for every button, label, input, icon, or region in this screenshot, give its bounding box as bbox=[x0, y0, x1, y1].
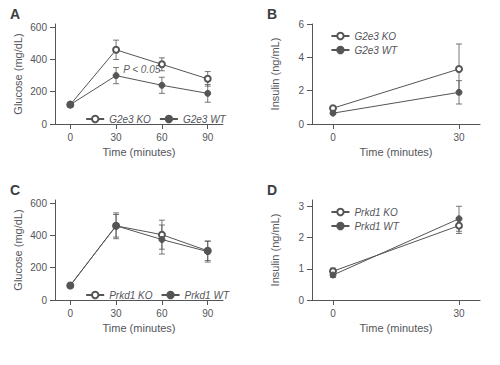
svg-text:Prkd1 KO: Prkd1 KO bbox=[109, 290, 153, 301]
svg-text:G2e3 WT: G2e3 WT bbox=[183, 114, 227, 125]
svg-text:Glucose (mg/dL): Glucose (mg/dL) bbox=[12, 33, 24, 114]
svg-text:90: 90 bbox=[202, 132, 214, 143]
svg-text:0: 0 bbox=[298, 295, 304, 306]
svg-text:0: 0 bbox=[298, 119, 304, 130]
svg-text:600: 600 bbox=[30, 22, 47, 33]
svg-text:600: 600 bbox=[30, 198, 47, 209]
svg-text:4: 4 bbox=[298, 52, 304, 63]
svg-text:B: B bbox=[267, 6, 277, 22]
svg-text:0: 0 bbox=[41, 119, 47, 130]
svg-text:Time (minutes): Time (minutes) bbox=[360, 146, 433, 158]
svg-text:30: 30 bbox=[111, 132, 123, 143]
svg-text:3: 3 bbox=[298, 201, 304, 212]
svg-text:G2e3 WT: G2e3 WT bbox=[354, 45, 398, 56]
svg-text:Prkd1 WT: Prkd1 WT bbox=[185, 290, 230, 301]
svg-text:60: 60 bbox=[156, 132, 168, 143]
svg-text:200: 200 bbox=[30, 86, 47, 97]
svg-text:200: 200 bbox=[30, 262, 47, 273]
svg-text:90: 90 bbox=[202, 308, 214, 319]
svg-text:Insulin (ng/mL): Insulin (ng/mL) bbox=[269, 38, 281, 111]
svg-text:P < 0.05: P < 0.05 bbox=[123, 64, 161, 75]
svg-text:2: 2 bbox=[298, 85, 304, 96]
svg-text:Time (minutes): Time (minutes) bbox=[360, 322, 433, 334]
svg-text:G2e3 KO: G2e3 KO bbox=[354, 31, 396, 42]
svg-text:30: 30 bbox=[111, 308, 123, 319]
svg-text:400: 400 bbox=[30, 230, 47, 241]
svg-text:0: 0 bbox=[67, 308, 73, 319]
svg-text:Insulin (ng/mL): Insulin (ng/mL) bbox=[269, 214, 281, 287]
svg-text:400: 400 bbox=[30, 54, 47, 65]
svg-text:G2e3 KO: G2e3 KO bbox=[109, 114, 151, 125]
svg-text:6: 6 bbox=[298, 19, 304, 30]
svg-text:0: 0 bbox=[330, 132, 336, 143]
svg-text:A: A bbox=[10, 6, 20, 22]
svg-text:60: 60 bbox=[156, 308, 168, 319]
svg-text:Glucose (mg/dL): Glucose (mg/dL) bbox=[12, 209, 24, 290]
svg-text:Time (minutes): Time (minutes) bbox=[103, 322, 176, 334]
svg-text:D: D bbox=[267, 182, 277, 198]
svg-text:Prkd1 KO: Prkd1 KO bbox=[354, 207, 398, 218]
svg-text:2: 2 bbox=[298, 232, 304, 243]
svg-text:30: 30 bbox=[453, 308, 465, 319]
svg-text:0: 0 bbox=[330, 308, 336, 319]
svg-text:1: 1 bbox=[298, 263, 304, 274]
svg-text:0: 0 bbox=[67, 132, 73, 143]
svg-text:Prkd1 WT: Prkd1 WT bbox=[354, 221, 399, 232]
svg-text:0: 0 bbox=[41, 295, 47, 306]
svg-text:C: C bbox=[10, 182, 20, 198]
svg-text:30: 30 bbox=[453, 132, 465, 143]
svg-text:Time (minutes): Time (minutes) bbox=[103, 146, 176, 158]
